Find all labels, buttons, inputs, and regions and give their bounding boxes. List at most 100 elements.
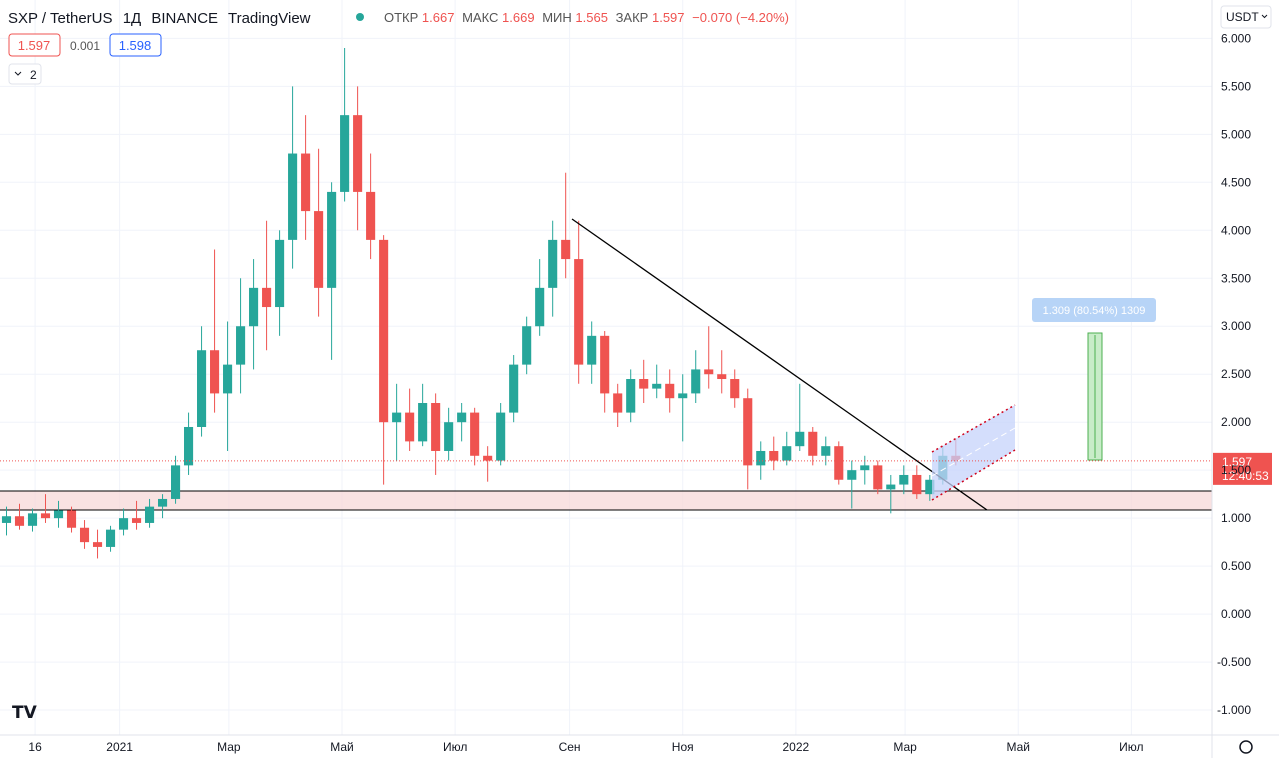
candle-body: [652, 383, 662, 389]
candle-body: [587, 335, 597, 365]
interval: 1Д: [123, 10, 142, 27]
candle-body: [27, 513, 38, 526]
candle-body: [756, 450, 766, 466]
x-tick-label: Ноя: [672, 740, 694, 754]
axes: -1.000 -0.500 0.000 0.500 1.000 1.500 2.000 2.5…: [28, 31, 1251, 754]
candle-body: [340, 115, 350, 192]
y-tick-label: 4.500: [1221, 175, 1251, 189]
candle-body: [561, 239, 571, 260]
channel-bottom: [931, 449, 1016, 501]
candle-body: [457, 412, 467, 423]
candle-body: [405, 412, 415, 442]
candle-body: [131, 518, 142, 523]
sell-price[interactable]: 1.597: [18, 38, 51, 53]
candle-body: [301, 153, 311, 212]
close-value: 1.597: [652, 10, 685, 25]
sell-button[interactable]: [8, 33, 61, 57]
open-label: ОТКР: [384, 10, 418, 25]
candle-body: [223, 364, 233, 394]
channel-top: [931, 404, 1016, 453]
candle-body: [236, 326, 246, 365]
countdown: 12:40:53: [1222, 469, 1269, 483]
y-tick-label: 3.500: [1221, 271, 1251, 285]
change: −0.070 (−4.20%): [692, 10, 789, 25]
candle-body: [860, 465, 870, 471]
candle-body: [821, 446, 831, 456]
currency[interactable]: USDT: [1226, 10, 1259, 24]
candle-body: [249, 287, 259, 327]
y-tick-label: 1.500: [1221, 463, 1251, 477]
candle-body: [535, 287, 545, 327]
y-tick-label: 5.500: [1221, 79, 1251, 93]
candle-body: [105, 529, 116, 547]
y-tick-label: 2.000: [1221, 415, 1251, 429]
chevron: [1261, 14, 1268, 19]
candle-body: [808, 431, 818, 456]
y-tick-label: 1.000: [1221, 511, 1251, 525]
open-value: 1.667: [422, 10, 455, 25]
buy-button[interactable]: [109, 33, 162, 57]
candle-body: [53, 510, 64, 519]
candle-body: [522, 326, 532, 365]
candle-body: [158, 498, 168, 507]
candle-body: [912, 474, 922, 495]
candle-body: [262, 287, 272, 308]
candle-body: [730, 379, 740, 399]
ohlc-legend: ОТКР 1.667 МАКС 1.669 МИН 1.565 ЗАКР 1.5…: [384, 10, 789, 25]
x-tick-label: Сен: [559, 740, 581, 754]
currency-select[interactable]: [1220, 5, 1272, 29]
trendline: [571, 218, 988, 511]
candle-body: [886, 484, 896, 490]
candle-body: [353, 115, 363, 192]
x-tick-label: 16: [28, 740, 42, 754]
candles: [1, 47, 961, 559]
candle-body: [197, 350, 207, 427]
measure-label: 1.309 (80.54%) 1309: [1043, 305, 1146, 317]
candle-body: [210, 350, 220, 394]
candle-body: [691, 369, 701, 394]
candle-body: [613, 393, 623, 413]
candle-body: [444, 422, 454, 451]
candle-body: [496, 412, 506, 461]
candle-body: [275, 239, 285, 308]
candle-body: [704, 369, 714, 375]
candle-body: [600, 335, 610, 394]
candle-body: [574, 259, 584, 365]
symbol: SXP / TetherUS: [8, 10, 113, 27]
y-tick-label: -0.500: [1217, 655, 1251, 669]
x-tick-label: Мар: [893, 740, 917, 754]
y-tick-label: 4.000: [1221, 223, 1251, 237]
measure-label-box: [1032, 298, 1156, 322]
channel-mid: [931, 427, 1016, 477]
candle-body: [509, 364, 519, 413]
candle-body: [470, 412, 480, 456]
candle-body: [873, 465, 883, 490]
candle-body: [782, 446, 792, 461]
buy-price[interactable]: 1.598: [119, 38, 152, 53]
y-tick-label: 2.500: [1221, 367, 1251, 381]
candle-body: [79, 527, 90, 543]
candle-body: [431, 403, 441, 451]
candle-body: [171, 465, 181, 499]
indicators-toggle[interactable]: [8, 63, 42, 85]
settings-icon[interactable]: [1239, 740, 1253, 754]
low-value: 1.565: [575, 10, 608, 25]
candle-body: [184, 426, 194, 466]
last-price: 1.597: [1222, 455, 1252, 469]
x-tick-label: Май: [1006, 740, 1030, 754]
candle-body: [327, 191, 337, 288]
y-tick-label: 3.000: [1221, 319, 1251, 333]
indicators-count[interactable]: 2: [30, 68, 37, 82]
candle-body: [379, 239, 389, 423]
candle-body: [366, 191, 376, 240]
x-tick-label: Мар: [217, 740, 241, 754]
candle-body: [834, 446, 844, 480]
candle-body: [795, 431, 805, 447]
chevron: [14, 71, 22, 76]
y-tick-label: 5.000: [1221, 127, 1251, 141]
exchange: BINANCE: [151, 10, 218, 27]
candle-body: [769, 450, 779, 461]
